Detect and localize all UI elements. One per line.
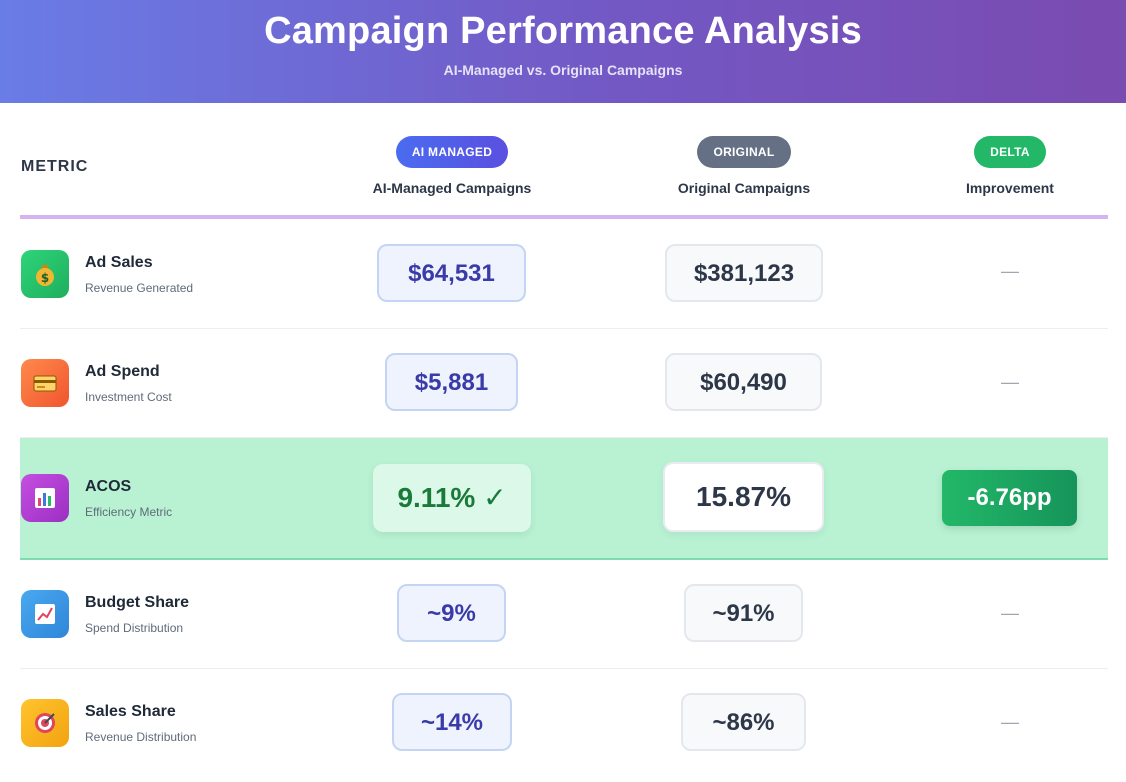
row-divider — [20, 668, 1108, 669]
ai-value: $64,531 — [377, 244, 526, 302]
metric-name: Budget Share — [85, 594, 190, 611]
table-row-ad-spend: Ad Spend Investment Cost $5,881 $60,490 … — [20, 329, 1108, 438]
original-badge: ORIGINAL — [697, 136, 791, 168]
bar-chart-icon — [21, 474, 69, 522]
ai-value: ~9% — [397, 584, 506, 642]
original-column-header: ORIGINAL Original Campaigns — [644, 136, 844, 196]
metric-description: Revenue Distribution — [85, 730, 197, 744]
money-bag-icon: $ — [21, 250, 69, 298]
ai-value: 9.11% ✓ — [373, 464, 531, 532]
trend-chart-icon — [21, 590, 69, 638]
metric-column-header: METRIC — [21, 158, 89, 175]
metric-name: Ad Spend — [85, 363, 160, 380]
delta-column-label: Improvement — [966, 180, 1054, 196]
delta-value: — — [1001, 372, 1019, 392]
delta-badge: DELTA — [974, 136, 1046, 168]
table-row-acos: ACOS Efficiency Metric 9.11% ✓ 15.87% -6… — [20, 438, 1108, 560]
delta-column-header: DELTA Improvement — [910, 136, 1110, 196]
row-divider — [20, 328, 1108, 329]
metric-name: Ad Sales — [85, 254, 153, 271]
metric-name: Sales Share — [85, 703, 176, 720]
metric-description: Efficiency Metric — [85, 505, 173, 519]
svg-text:$: $ — [41, 271, 49, 285]
delta-value: -6.76pp — [942, 470, 1077, 526]
credit-card-icon — [21, 359, 69, 407]
ai-column-header: AI MANAGED AI-Managed Campaigns — [352, 136, 552, 196]
metric-name: ACOS — [85, 478, 132, 495]
ai-column-label: AI-Managed Campaigns — [372, 180, 532, 196]
delta-value: — — [1001, 261, 1019, 281]
table-row-ad-sales: $ Ad Sales Revenue Generated $64,531 $38… — [20, 219, 1108, 329]
metric-description: Investment Cost — [85, 390, 172, 404]
original-value: ~86% — [681, 693, 806, 751]
ai-value: ~14% — [392, 693, 512, 751]
metric-description: Revenue Generated — [85, 281, 194, 295]
delta-value: — — [1001, 712, 1019, 732]
original-column-label: Original Campaigns — [677, 180, 811, 196]
target-icon — [21, 699, 69, 747]
table-row-sales-share: Sales Share Revenue Distribution ~14% ~8… — [20, 669, 1108, 782]
original-value: ~91% — [684, 584, 803, 642]
header-divider — [20, 215, 1108, 219]
original-value: 15.87% — [663, 462, 824, 532]
ai-value: $5,881 — [385, 353, 518, 411]
metric-description: Spend Distribution — [85, 621, 184, 635]
page-subtitle: AI-Managed vs. Original Campaigns — [443, 62, 683, 78]
page-title: Campaign Performance Analysis — [264, 10, 862, 52]
row-divider — [20, 437, 1108, 438]
original-value: $381,123 — [665, 244, 823, 302]
original-value: $60,490 — [665, 353, 822, 411]
page-header: Campaign Performance Analysis AI-Managed… — [0, 0, 1126, 103]
table-row-budget-share: Budget Share Spend Distribution ~9% ~91%… — [20, 560, 1108, 669]
delta-value: — — [1001, 603, 1019, 623]
ai-managed-badge: AI MANAGED — [395, 136, 509, 168]
